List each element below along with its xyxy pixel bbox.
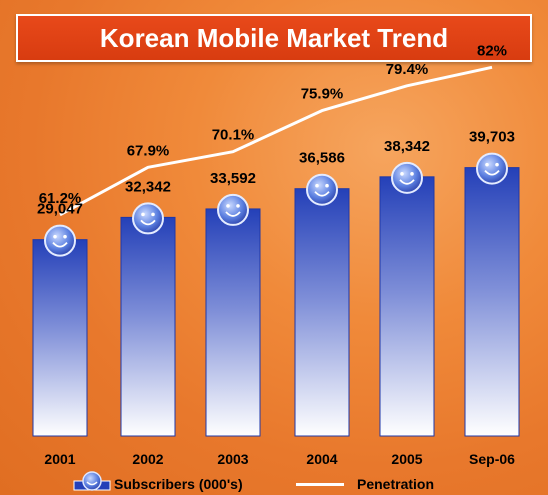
legend-subscribers-label: Subscribers (000's) <box>114 476 243 492</box>
penetration-line <box>59 65 493 217</box>
smiley-icon <box>44 224 76 257</box>
subscriber-bar <box>120 216 176 437</box>
title-banner: Korean Mobile Market Trend <box>16 14 532 62</box>
smiley-mouth <box>140 219 156 226</box>
penetration-value-label: 75.9% <box>301 86 344 103</box>
penetration-value-label: 82% <box>477 42 507 59</box>
smiley-mouth <box>225 211 241 217</box>
subscriber-value-label: 39,703 <box>469 129 515 146</box>
penetration-value-label: 67.9% <box>127 142 170 159</box>
smiley-eye <box>485 162 489 167</box>
penetration-value-label: 79.4% <box>386 61 429 78</box>
smiley-eye <box>315 183 319 188</box>
smiley-icon <box>391 161 423 194</box>
smiley-mouth <box>399 179 415 185</box>
smiley-face <box>217 193 249 226</box>
smiley-eye <box>141 212 145 217</box>
smiley-mouth <box>52 242 68 248</box>
subscriber-value-label: 36,586 <box>299 150 345 167</box>
subscriber-bar <box>294 188 350 437</box>
subscriber-value-label: 38,342 <box>384 138 430 155</box>
smiley-eye <box>53 234 57 239</box>
smiley-mouth <box>484 169 500 176</box>
x-tick-label: Sep-06 <box>469 451 515 467</box>
subscriber-value-label: 29,047 <box>37 201 83 218</box>
chart-title: Korean Mobile Market Trend <box>99 22 449 53</box>
x-tick-label: 2004 <box>306 451 337 467</box>
x-tick-label: 2005 <box>391 451 422 467</box>
chart-legend: Subscribers (000's) Penetration <box>0 470 548 495</box>
subscriber-value-label: 33,592 <box>210 170 256 187</box>
subscriber-smiley-legend-icon <box>73 471 111 491</box>
x-tick-label: 2003 <box>217 451 248 467</box>
smiley-face <box>132 202 164 235</box>
smiley-face <box>476 152 508 185</box>
smiley-icon <box>217 193 249 226</box>
smiley-face <box>306 173 338 206</box>
smiley-icon <box>306 173 338 206</box>
smiley-eye <box>495 162 499 167</box>
smiley-eye <box>236 204 240 208</box>
subscriber-bar <box>379 176 435 437</box>
smiley-mouth <box>314 191 330 197</box>
legend-penetration-label: Penetration <box>357 476 435 492</box>
smiley-eye <box>63 234 67 239</box>
smiley-eye <box>325 183 329 188</box>
legend-penetration-line <box>296 483 344 486</box>
subscriber-bar <box>32 239 88 437</box>
smiley-eye <box>226 204 230 208</box>
smiley-eye <box>400 172 404 176</box>
penetration-value-label: 70.1% <box>212 127 255 144</box>
smiley-icon <box>476 152 508 185</box>
x-tick-label: 2002 <box>132 451 163 467</box>
smiley-eye <box>151 212 155 217</box>
penetration-value-label: 61.2% <box>39 190 82 207</box>
smiley-face <box>44 224 76 257</box>
smiley-eye <box>410 172 414 176</box>
smiley-face <box>391 161 423 194</box>
smiley-icon <box>132 202 164 235</box>
subscriber-bar <box>464 167 520 437</box>
subscriber-value-label: 32,342 <box>125 178 171 195</box>
x-tick-label: 2001 <box>44 451 75 467</box>
subscriber-bar <box>205 208 261 437</box>
